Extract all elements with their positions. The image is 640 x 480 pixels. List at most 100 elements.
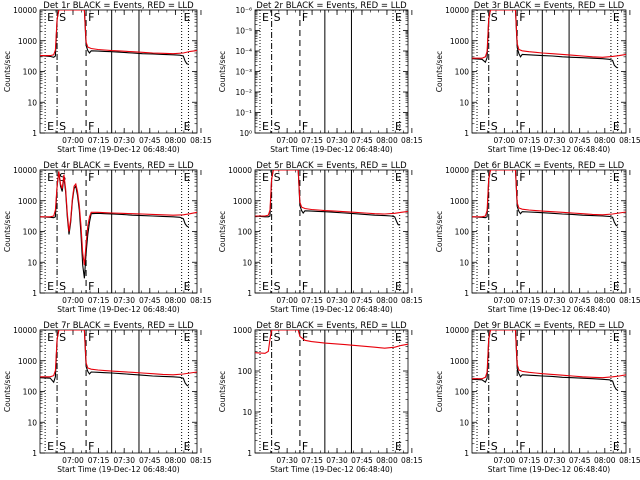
panel-title: Det 2r BLACK = Events, RED = LLD [256,1,407,11]
marker-label-top: E [613,11,620,24]
x-axis-label: Start Time (19-Dec-12 06:48:40) [488,305,610,314]
marker-label-bottom: F [302,280,308,293]
x-tick-label: 08:15 [401,456,423,465]
y-tick-label: 1 [464,129,469,138]
detector-panel-2: Det 2r BLACK = Events, RED = LLD 10⁰ 10⁻¹ 1… [218,1,423,154]
x-axis-label: Start Time (19-Dec-12 06:48:40) [57,465,179,474]
marker-label-bottom: E [184,440,191,453]
x-axis-label: Start Time (19-Dec-12 06:48:40) [57,305,179,314]
marker-label-bottom: E [479,280,486,293]
x-tick-label: 07:45 [139,456,161,465]
y-tick-label: 10⁻⁵ [235,27,252,36]
x-tick-label: 08:00 [594,136,616,145]
series-lld-line [255,170,408,217]
y-tick-label: 1 [32,449,37,458]
y-tick-label: 1 [247,289,252,298]
marker-label-top: S [274,171,281,184]
marker-label-bottom: S [491,280,498,293]
x-tick-label: 07:30 [276,456,298,465]
y-tick-label: 10000 [13,6,37,15]
y-tick-label: 1000 [233,326,252,335]
x-tick-label: 07:30 [326,136,348,145]
x-axis-label: Start Time (19-Dec-12 06:48:40) [270,305,392,314]
marker-label-top: F [302,11,308,24]
panel-title: Det 6r BLACK = Events, RED = LLD [474,161,625,171]
marker-label-bottom: E [395,440,402,453]
marker-label-top: S [59,331,66,344]
panel-title: Det 5r BLACK = Events, RED = LLD [256,161,407,171]
y-axis-label: Counts/sec [218,211,227,252]
x-tick-label: 07:30 [113,296,135,305]
y-tick-label: 10 [242,258,252,267]
series-lld-line [255,330,408,354]
marker-label-top: E [479,11,486,24]
x-tick-label: 07:15 [88,456,110,465]
marker-label-bottom: E [479,440,486,453]
y-tick-label: 10 [459,258,469,267]
detector-panel-1: Det 1r BLACK = Events, RED = LLD 1 10 100 10… [3,1,212,154]
x-tick-label: 07:30 [326,296,348,305]
y-tick-label: 1 [464,449,469,458]
marker-label-top: E [262,331,269,344]
plot-frame [471,9,627,134]
y-axis-label: Counts/sec [3,211,12,252]
marker-label-bottom: E [262,280,269,293]
series-lld-line [472,10,626,59]
x-tick-label: 07:00 [276,136,298,145]
marker-label-top: E [184,11,191,24]
x-tick-label: 07:15 [519,136,541,145]
panel-title: Det 4r BLACK = Events, RED = LLD [43,161,194,171]
x-tick-label: 07:45 [351,456,373,465]
detector-panel-6: Det 6r BLACK = Events, RED = LLD 1 10 100 10… [435,161,640,314]
y-tick-label: 1000 [450,197,469,206]
x-tick-label: 07:00 [494,456,516,465]
y-tick-label: 10000 [445,166,469,175]
y-tick-label: 10⁻⁶ [235,6,252,15]
marker-label-bottom: F [88,440,94,453]
marker-label-top: E [479,331,486,344]
y-tick-label: 1 [32,289,37,298]
x-tick-label: 08:15 [619,296,640,305]
marker-label-top: F [302,171,308,184]
y-tick-label: 1000 [450,357,469,366]
x-tick-label: 07:45 [351,296,373,305]
x-tick-label: 08:00 [594,456,616,465]
x-tick-label: 07:45 [139,296,161,305]
y-tick-label: 10⁻¹ [235,109,252,118]
marker-label-bottom: F [88,280,94,293]
y-tick-label: 100 [455,388,470,397]
x-tick-label: 08:15 [619,136,640,145]
x-axis-label: Start Time (19-Dec-12 06:48:40) [57,145,179,154]
marker-label-bottom: E [613,120,620,133]
series-lld-line [40,171,197,266]
marker-label-bottom: S [59,120,66,133]
y-axis-label: Counts/sec [218,371,227,412]
series-lld-line [40,330,197,378]
marker-label-bottom: E [262,440,269,453]
plot-frame [254,169,409,294]
y-tick-label: 10000 [445,6,469,15]
marker-label-top: F [88,171,94,184]
y-axis-label: Counts/sec [435,51,444,92]
y-axis-label: Counts/sec [435,371,444,412]
x-tick-label: 07:45 [351,136,373,145]
marker-label-bottom: E [184,280,191,293]
marker-label-top: E [395,331,402,344]
marker-label-top: S [59,11,66,24]
marker-label-top: E [47,11,54,24]
x-tick-label: 07:00 [62,296,84,305]
marker-label-top: E [184,171,191,184]
marker-label-top: E [262,11,269,24]
y-tick-label: 1 [247,449,252,458]
marker-label-top: E [262,171,269,184]
marker-label-bottom: E [47,280,54,293]
marker-label-bottom: F [519,280,525,293]
marker-label-top: F [302,331,308,344]
marker-label-top: F [88,11,94,24]
y-tick-label: 1 [464,289,469,298]
marker-label-bottom: E [47,440,54,453]
marker-label-top: S [491,11,498,24]
x-tick-label: 08:15 [190,136,212,145]
x-tick-label: 08:00 [594,296,616,305]
marker-label-top: S [274,331,281,344]
